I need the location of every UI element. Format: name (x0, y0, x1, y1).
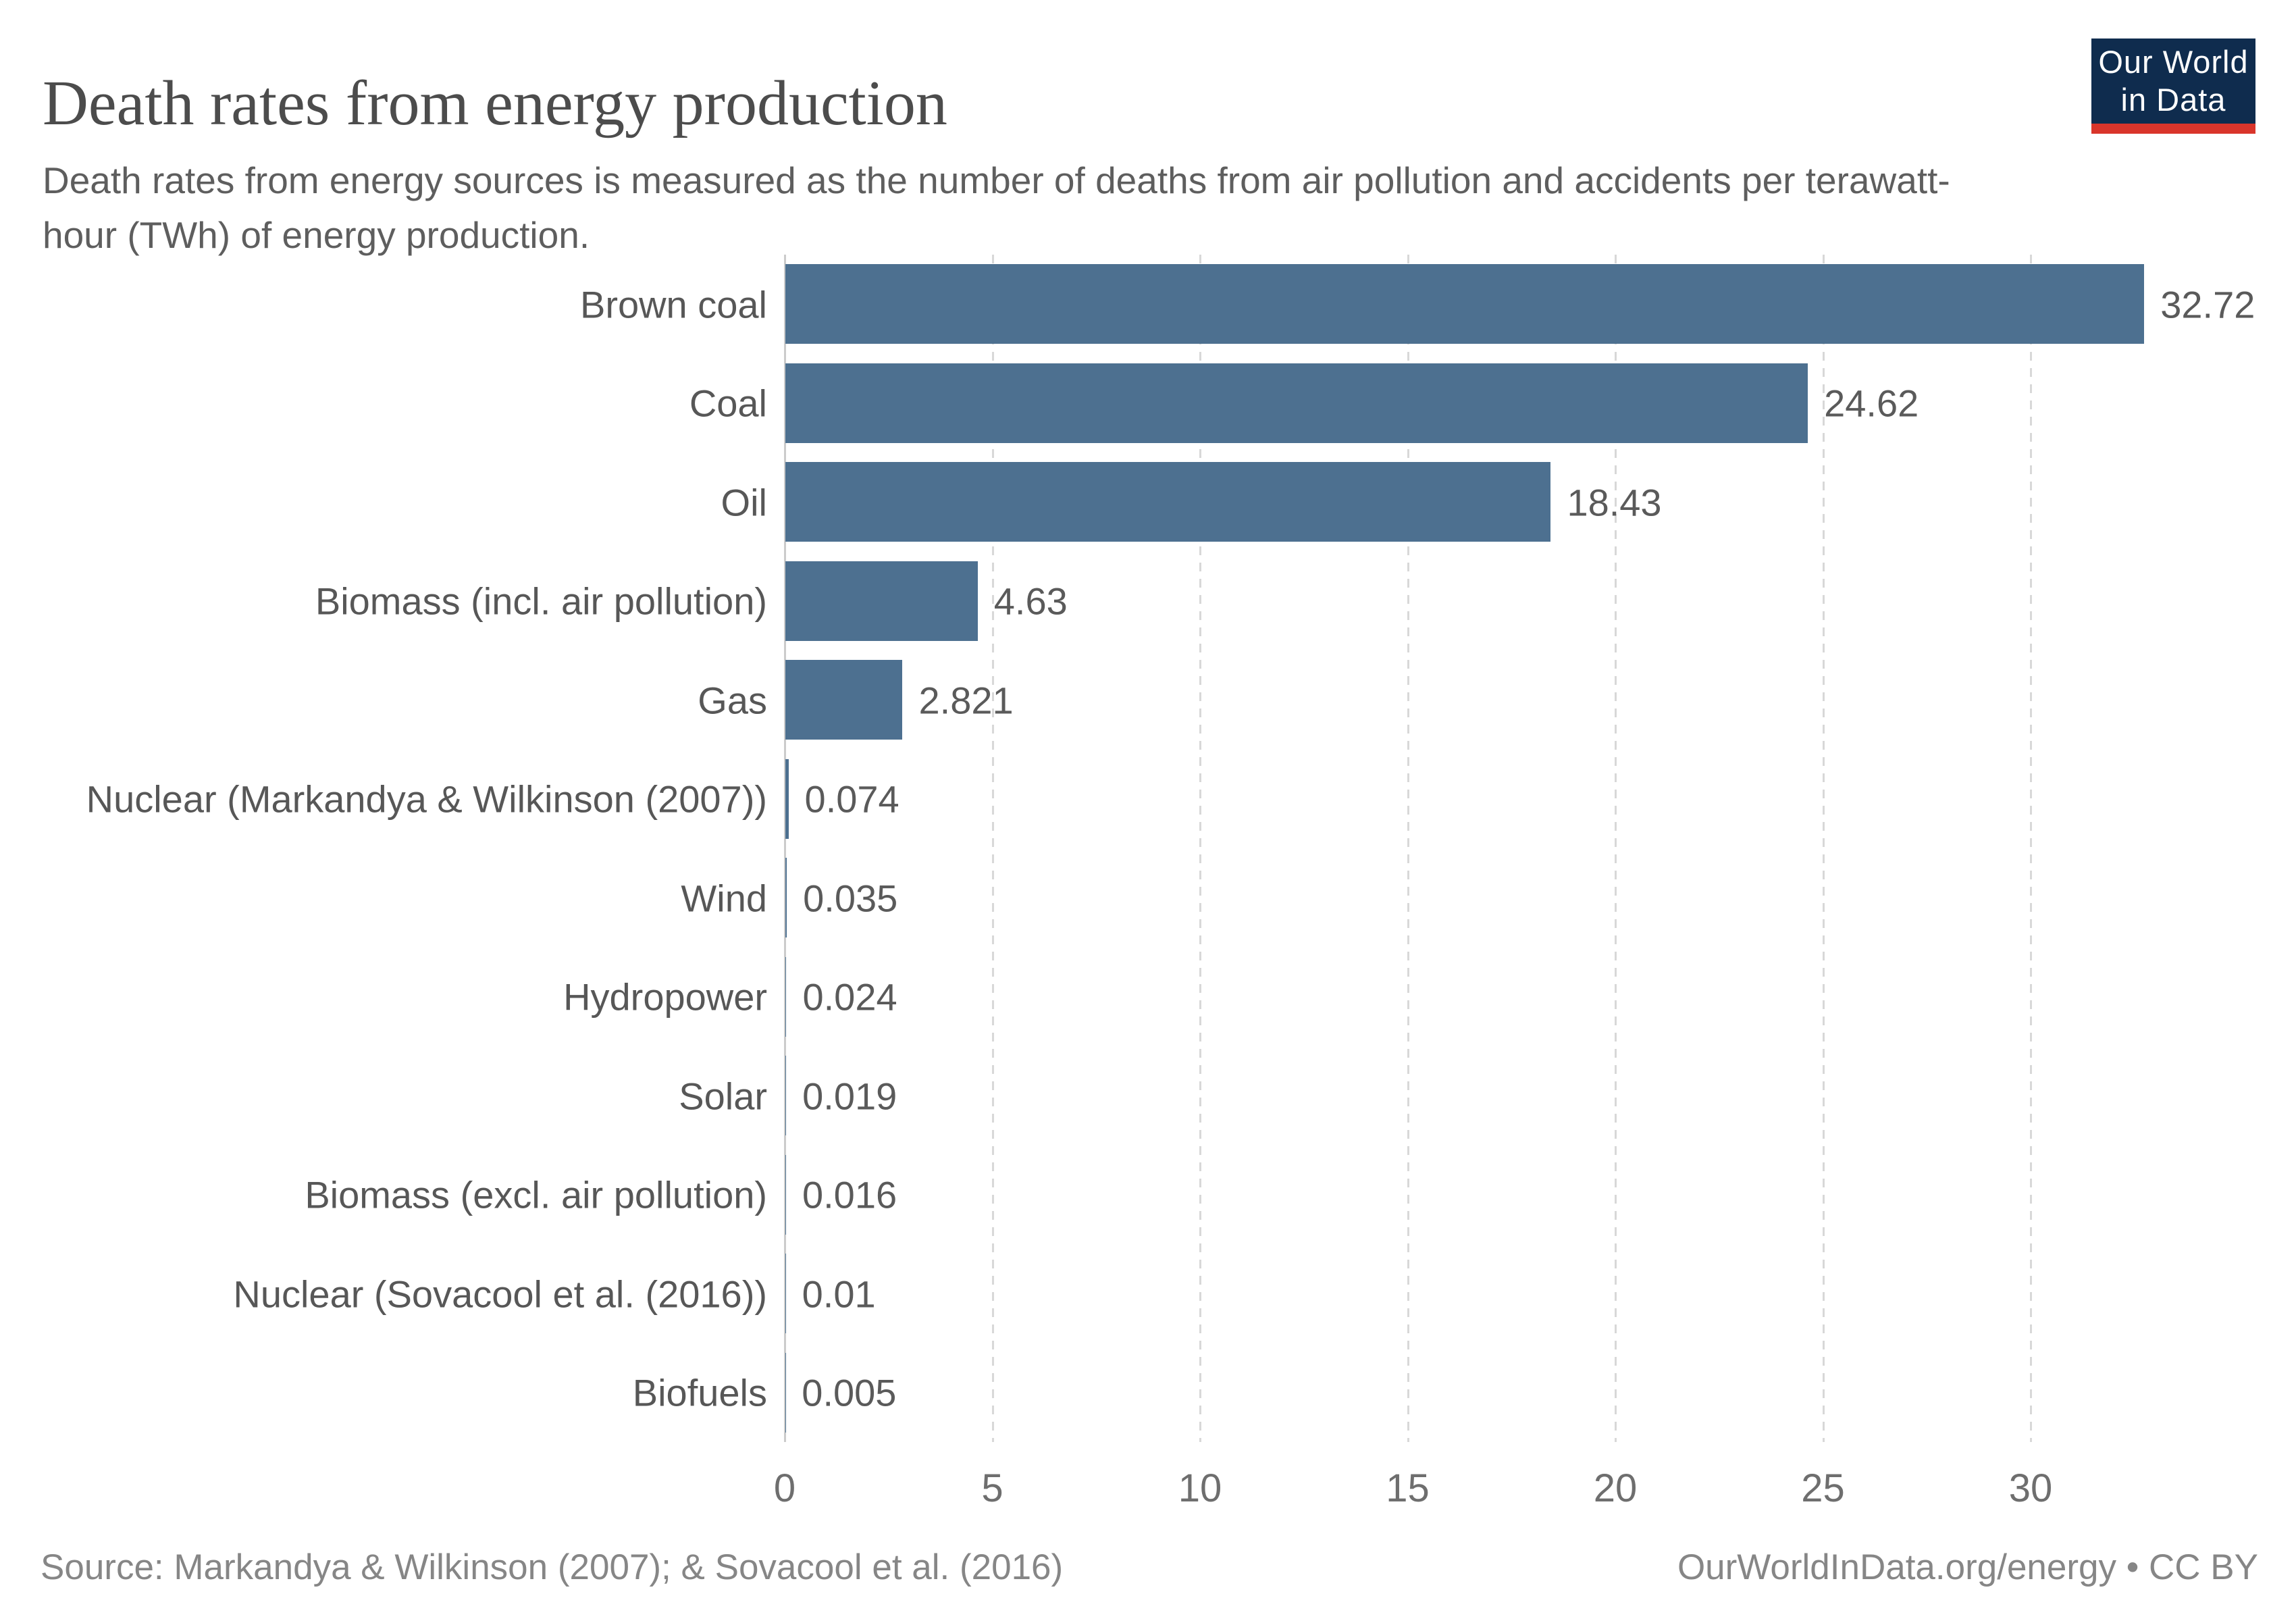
bar-row: Oil 18.43 (0, 453, 2296, 552)
gridline-15 (1407, 255, 1409, 1442)
page-subtitle: Death rates from energy sources is measu… (43, 159, 1950, 257)
bar-value-label: 0.024 (802, 975, 897, 1019)
chart-footer: Source: Markandya & Wilkinson (2007); & … (41, 1547, 2258, 1588)
bar-category-label: Gas (698, 679, 767, 721)
bar-category-label: Biofuels (632, 1371, 767, 1414)
bar-rect (785, 956, 787, 1037)
bar-rect (785, 363, 1808, 443)
bar-category-label: Biomass (excl. air pollution) (305, 1173, 767, 1216)
gridline-20 (1615, 255, 1617, 1442)
bar-value-label: 0.035 (803, 877, 898, 919)
bar-row: Nuclear (Markandya & Wilkinson (2007)) 0… (0, 750, 2296, 849)
bar-value-label: 0.005 (802, 1371, 897, 1414)
bar-row: Hydropower 0.024 (0, 948, 2296, 1047)
bar-value-label: 24.62 (1824, 382, 1919, 425)
bar-row: Biofuels 0.005 (0, 1343, 2296, 1443)
bar-category-label: Nuclear (Markandya & Wilkinson (2007)) (86, 777, 767, 821)
x-tick-label-30: 30 (2008, 1466, 2053, 1510)
bar-category-label: Coal (689, 382, 767, 425)
x-tick-label-20: 20 (1593, 1466, 1638, 1510)
bar-rect (785, 858, 787, 937)
bar-value-label: 0.074 (804, 777, 899, 821)
bar-rect (785, 758, 789, 839)
bar-row: Wind 0.035 (0, 848, 2296, 948)
bar-rect (785, 1056, 787, 1135)
bar-row: Solar 0.019 (0, 1046, 2296, 1146)
gridline-25 (1822, 255, 1825, 1442)
footer-source: Source: Markandya & Wilkinson (2007); & … (41, 1547, 1064, 1587)
bar-chart: Brown coal 32.72 Coal 24.62 Oil 18.43 Bi… (0, 255, 2296, 1510)
logo-line-1: Our World (2098, 43, 2249, 80)
bar-value-label: 0.016 (802, 1173, 897, 1216)
owid-logo: Our World in Data (2091, 38, 2255, 134)
footer-attribution: OurWorldInData.org/energy • CC BY (1677, 1547, 2258, 1587)
bar-category-label: Hydropower (563, 975, 767, 1019)
bar-category-label: Brown coal (579, 283, 767, 326)
y-axis-line (784, 255, 786, 1442)
x-tick-label-0: 0 (773, 1466, 796, 1510)
bar-row: Nuclear (Sovacool et al. (2016)) 0.01 (0, 1244, 2296, 1343)
bar-row: Gas 2.821 (0, 650, 2296, 750)
x-tick-label-10: 10 (1178, 1466, 1222, 1510)
bar-rect (785, 1254, 786, 1333)
bar-value-label: 0.01 (802, 1272, 876, 1315)
bar-rect (785, 462, 1551, 542)
bar-category-label: Biomass (incl. air pollution) (315, 580, 767, 623)
bar-value-label: 4.63 (993, 580, 1068, 623)
x-tick-label-25: 25 (1801, 1466, 1845, 1510)
bar-row: Biomass (incl. air pollution) 4.63 (0, 552, 2296, 651)
bar-row: Brown coal 32.72 (0, 255, 2296, 354)
bar-rect (785, 264, 2145, 344)
bar-value-label: 32.72 (2160, 283, 2255, 326)
bar-rect (785, 561, 978, 641)
x-tick-label-5: 5 (981, 1466, 1003, 1510)
gridline-5 (991, 255, 994, 1442)
bar-category-label: Solar (679, 1075, 767, 1117)
logo-line-2: in Data (2120, 82, 2226, 118)
gridline-10 (1199, 255, 1201, 1442)
gridline-30 (2030, 255, 2032, 1442)
bar-value-label: 0.019 (802, 1075, 897, 1117)
bar-value-label: 2.821 (918, 679, 1014, 721)
bar-category-label: Wind (681, 877, 767, 919)
page-title: Death rates from energy production (43, 68, 947, 138)
x-tick-label-15: 15 (1386, 1466, 1430, 1510)
bar-rect (785, 660, 903, 740)
bar-category-label: Oil (721, 481, 767, 523)
bar-row: Biomass (excl. air pollution) 0.016 (0, 1146, 2296, 1245)
bar-rect (785, 1154, 786, 1235)
bar-row: Coal 24.62 (0, 354, 2296, 453)
bar-value-label: 18.43 (1567, 481, 1662, 523)
bar-category-label: Nuclear (Sovacool et al. (2016)) (233, 1272, 767, 1315)
